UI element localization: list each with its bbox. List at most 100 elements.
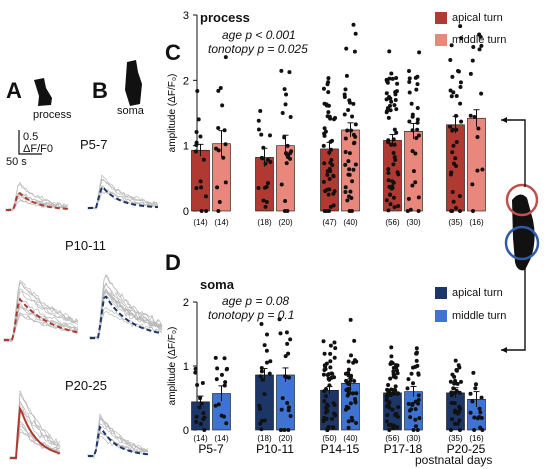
data-point	[213, 403, 218, 408]
data-point	[325, 82, 330, 87]
x-tick-label: P10-11	[256, 442, 294, 456]
data-point	[415, 106, 420, 111]
data-point	[387, 76, 392, 81]
data-point	[413, 151, 418, 156]
data-point	[406, 401, 411, 406]
data-point	[457, 418, 462, 423]
data-point	[256, 127, 261, 132]
data-point	[283, 354, 288, 359]
data-point	[386, 383, 391, 388]
data-point	[264, 348, 269, 353]
data-point	[268, 359, 273, 364]
data-point	[196, 117, 201, 122]
data-point	[386, 115, 391, 120]
soma-label: soma	[117, 105, 144, 117]
data-point	[260, 156, 265, 161]
data-point	[396, 204, 401, 209]
n-label: (14)	[214, 434, 229, 443]
data-point	[388, 376, 393, 381]
data-point	[393, 97, 398, 102]
data-point	[456, 69, 461, 74]
data-point	[328, 351, 333, 356]
data-point	[479, 43, 484, 48]
data-point	[406, 196, 411, 201]
data-point	[346, 367, 351, 372]
data-point	[351, 141, 356, 146]
data-point	[325, 172, 330, 177]
data-point	[453, 358, 458, 363]
trace-grey	[89, 295, 163, 339]
data-point	[387, 49, 392, 54]
data-point	[343, 149, 348, 154]
trace-mean	[88, 425, 149, 457]
chart-c-stat-age: age p < 0.001	[222, 28, 296, 42]
age-label-p20-25: P20-25	[65, 378, 107, 393]
data-point	[386, 178, 391, 183]
data-point	[216, 148, 221, 153]
data-point	[326, 110, 331, 115]
data-point	[388, 392, 393, 397]
data-point	[346, 107, 351, 112]
data-point	[348, 378, 353, 383]
data-point	[452, 401, 457, 406]
data-point	[414, 87, 419, 92]
n-label: (14)	[193, 434, 208, 443]
n-label: (14)	[193, 218, 208, 227]
data-point	[286, 405, 291, 410]
data-point	[384, 198, 389, 203]
data-point	[198, 421, 203, 426]
data-point	[223, 55, 228, 60]
data-point	[410, 183, 415, 188]
trace-grey	[87, 186, 159, 210]
data-point	[199, 401, 204, 406]
data-point	[327, 377, 332, 382]
data-point	[415, 117, 420, 122]
data-point	[395, 363, 400, 368]
data-point	[195, 89, 200, 94]
legend-c-apical-swatch	[435, 12, 447, 24]
trace-grey	[3, 281, 79, 342]
data-point	[216, 209, 221, 213]
data-point	[468, 410, 473, 415]
panel-letter-d: D	[165, 250, 181, 275]
data-point	[415, 363, 420, 368]
data-point	[263, 204, 268, 209]
data-point	[384, 398, 389, 403]
data-point	[333, 346, 338, 351]
data-point	[394, 412, 399, 417]
data-point	[223, 142, 228, 147]
data-point	[350, 114, 355, 119]
data-point	[347, 172, 352, 177]
process-cell-icon	[34, 78, 52, 106]
data-point	[349, 209, 354, 213]
y-tick-label: 0	[183, 425, 189, 437]
data-point	[472, 428, 477, 432]
data-point	[322, 351, 327, 356]
y-tick-label: 1	[183, 141, 189, 153]
data-point	[203, 194, 208, 199]
data-point	[288, 337, 293, 342]
data-point	[459, 379, 464, 384]
data-point	[388, 103, 393, 108]
data-point	[353, 400, 358, 405]
data-point	[448, 379, 453, 384]
data-point	[332, 375, 337, 380]
data-point	[451, 386, 456, 391]
data-point	[389, 142, 394, 147]
data-point	[343, 136, 348, 141]
data-point	[385, 79, 390, 84]
data-point	[327, 114, 332, 119]
data-point	[411, 365, 416, 370]
chart-soma: 0 1 2 amplitude (ΔF/F₀) (14) (14)P5-7 (18) (20)…	[167, 297, 486, 456]
trace-grey	[5, 181, 69, 212]
data-point	[286, 408, 291, 413]
data-point	[328, 204, 333, 209]
data-point	[283, 374, 288, 379]
n-label: (14)	[214, 218, 229, 227]
data-point	[344, 378, 349, 383]
data-point	[216, 402, 221, 407]
data-point	[413, 399, 418, 404]
arrow-to-soma	[501, 260, 526, 351]
data-point	[283, 102, 288, 107]
data-point	[470, 58, 475, 63]
